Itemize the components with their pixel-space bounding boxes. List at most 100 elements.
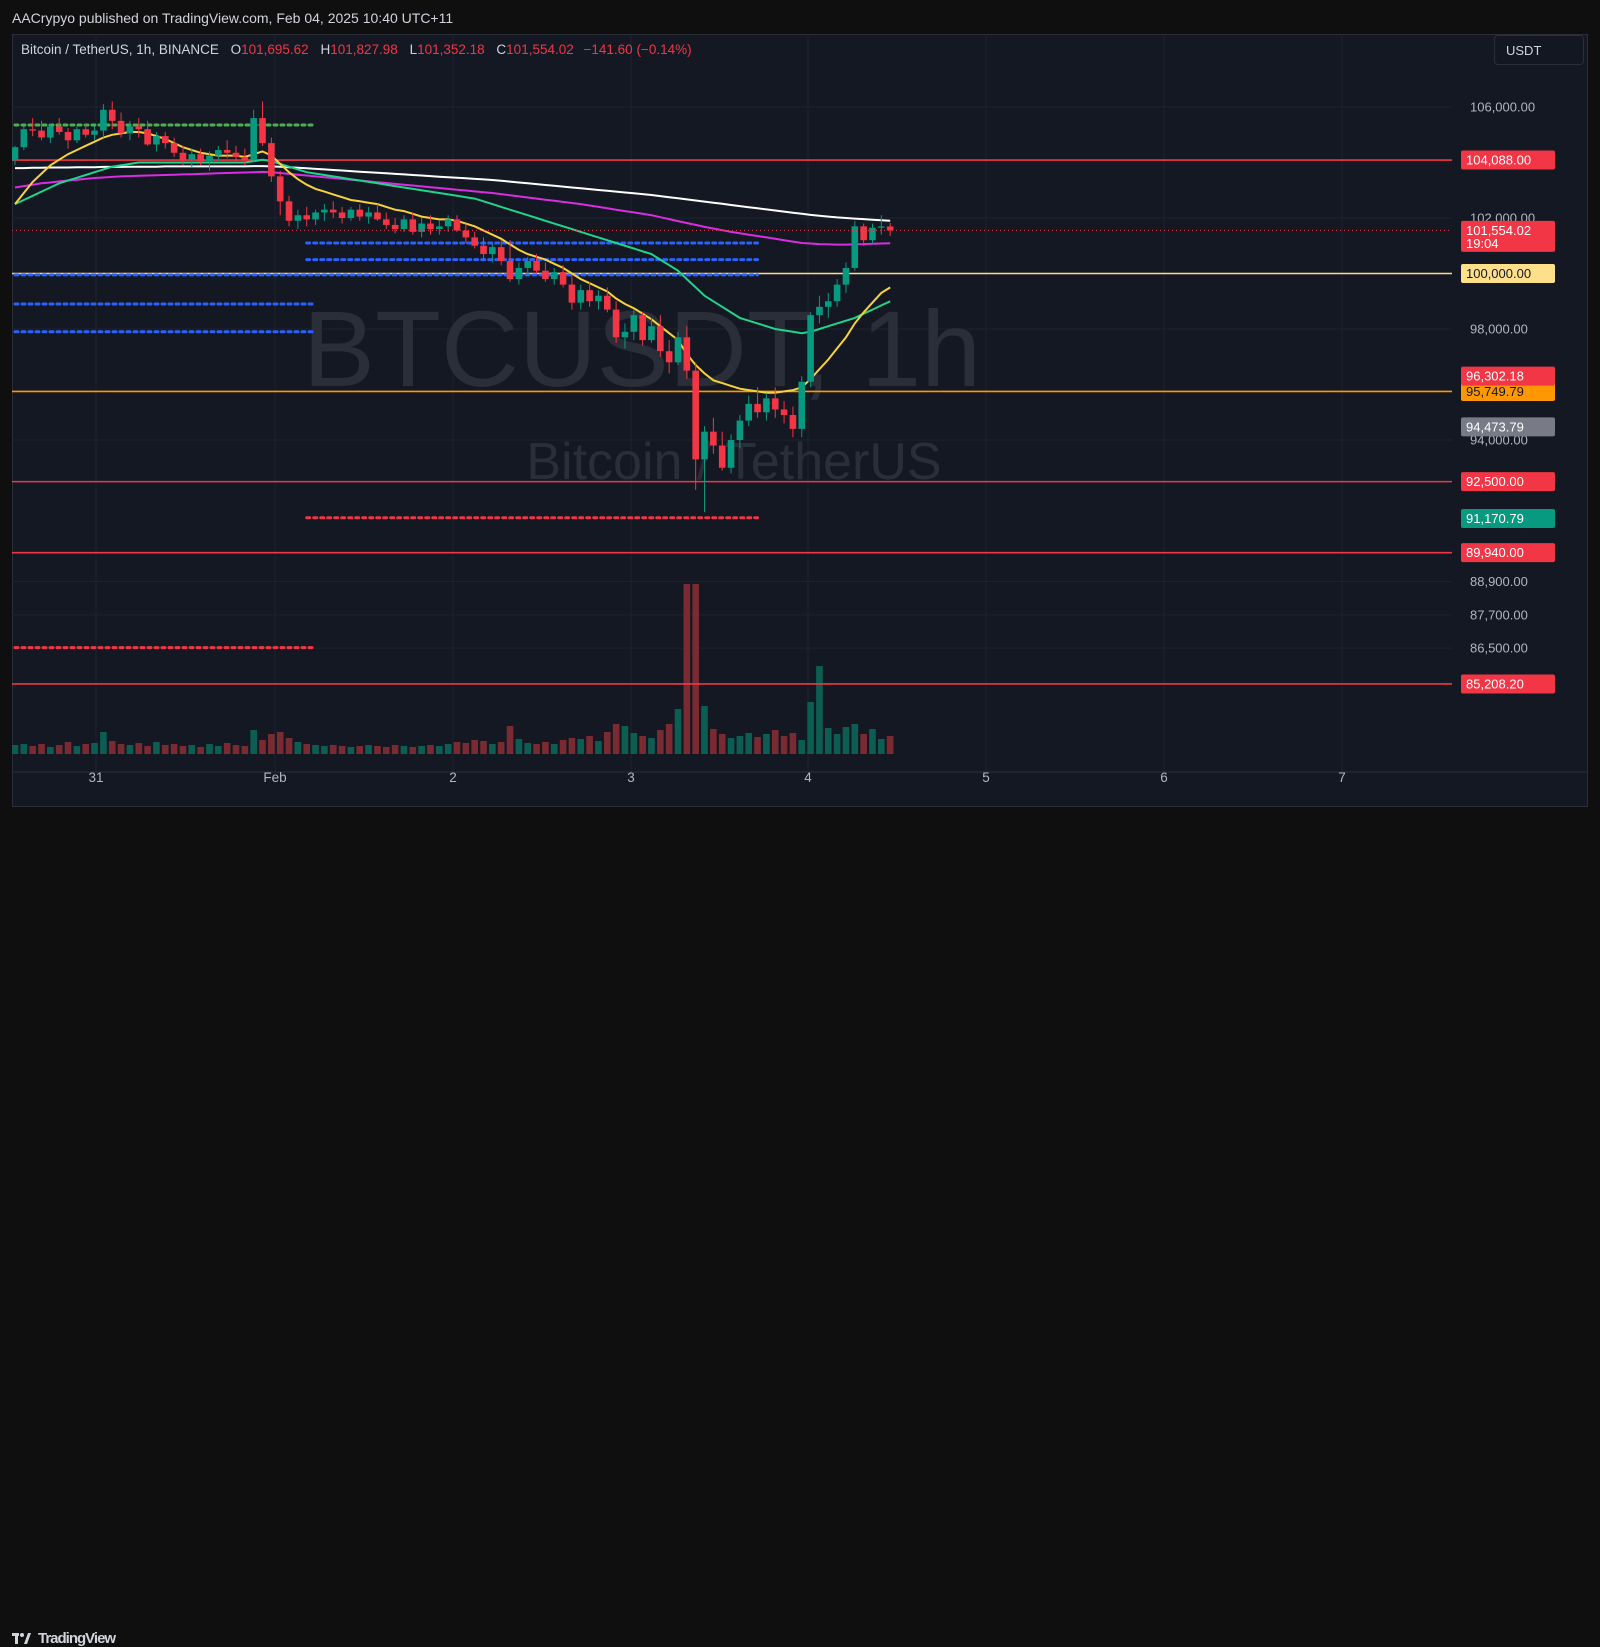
candle-body <box>665 351 673 363</box>
volume-bar <box>462 743 470 754</box>
candle-body <box>851 226 859 268</box>
candle <box>427 215 434 235</box>
candle <box>117 112 125 138</box>
candle-body <box>798 381 806 429</box>
candle-body <box>807 315 814 382</box>
candle-body <box>259 118 266 144</box>
volume-bar <box>329 745 337 754</box>
candle-body <box>179 152 187 160</box>
volume-bar <box>869 729 876 754</box>
candle-body <box>303 215 311 220</box>
candle <box>73 126 81 144</box>
level-price-tag-text: 89,940.00 <box>1466 545 1524 560</box>
candle-body <box>542 270 549 280</box>
volume-bar <box>135 743 143 754</box>
candle <box>603 287 611 313</box>
candle-body <box>462 230 470 238</box>
volume-bar <box>471 740 478 754</box>
symbol-title[interactable]: Bitcoin / TetherUS, 1h, BINANCE <box>21 42 219 57</box>
candle <box>506 240 514 282</box>
candle <box>436 220 443 235</box>
candle <box>692 362 699 490</box>
volume-bar <box>391 745 399 754</box>
volume-bar <box>436 746 443 754</box>
candle <box>347 206 355 221</box>
candle-body <box>47 126 54 138</box>
tradingview-brand: TradingView <box>38 1630 116 1647</box>
candle <box>559 265 567 288</box>
volume-bar <box>542 742 549 754</box>
volume-bar <box>100 732 107 754</box>
volume-bar <box>754 737 761 754</box>
candle <box>533 254 540 274</box>
level-price-tag: 85,208.20 <box>1461 674 1555 694</box>
price-tag-bg <box>1461 417 1555 437</box>
candle-body <box>197 154 204 162</box>
candle <box>683 326 691 379</box>
volume-bar <box>321 746 328 754</box>
volume-bar <box>683 584 691 754</box>
low-label: L <box>409 42 418 57</box>
volume-bar <box>55 745 63 754</box>
candle <box>480 237 487 260</box>
candle-body <box>586 290 593 302</box>
volume-bar <box>710 729 717 754</box>
currency-button[interactable]: USDT <box>1494 35 1584 65</box>
y-tick-label: 88,900.00 <box>1470 574 1528 589</box>
candle-body <box>869 227 876 241</box>
volume-bar <box>497 742 505 754</box>
candle-body <box>621 331 629 338</box>
publisher-text: AACrypyo published on TradingView.com, F… <box>12 10 454 26</box>
candle <box>197 148 204 166</box>
candle <box>206 151 213 171</box>
price-tag: 91,170.79 <box>1461 509 1555 529</box>
volume-bar <box>833 734 841 754</box>
volume-bar <box>400 746 408 754</box>
candle <box>878 215 885 235</box>
candle-body <box>736 420 744 440</box>
candle-body <box>329 209 337 213</box>
volume-bar <box>639 736 646 754</box>
candle-body <box>294 215 302 221</box>
y-tick-label: 98,000.00 <box>1470 322 1528 337</box>
candle-body <box>524 261 532 268</box>
candle <box>170 137 178 157</box>
candle-body <box>471 237 478 246</box>
level-price-tag-bg <box>1461 264 1555 283</box>
candle-body <box>144 129 151 145</box>
candle <box>824 292 832 318</box>
price-tag-text: 96,302.18 <box>1466 369 1524 384</box>
candle <box>47 123 54 144</box>
last-price-tag-text: 101,554.02 <box>1466 223 1531 238</box>
candle <box>851 220 859 271</box>
volume-bar <box>718 734 726 754</box>
candle-body <box>20 129 28 148</box>
candle-body <box>595 295 602 302</box>
candle <box>29 118 36 137</box>
level-price-tag-bg <box>1461 381 1555 401</box>
price-tag-bg <box>1461 509 1555 529</box>
candle <box>223 140 231 159</box>
volume-bar <box>480 741 487 754</box>
candle <box>842 262 850 293</box>
candle-body <box>480 245 487 255</box>
candle <box>321 204 328 221</box>
tradingview-logo[interactable]: TradingView <box>12 1630 116 1647</box>
change-value: −141.60 (−0.14%) <box>583 42 692 57</box>
candle-body <box>82 129 90 135</box>
candle <box>798 376 806 438</box>
level-price-tag-bg <box>1461 150 1555 170</box>
volume-bar <box>170 744 178 754</box>
candle-body <box>117 120 125 134</box>
volume-bar <box>82 744 90 754</box>
candle <box>374 204 381 221</box>
volume-bar <box>29 746 36 754</box>
candle <box>215 145 222 163</box>
volume-bar <box>771 730 779 754</box>
candle <box>736 415 744 449</box>
volume-bar <box>577 739 585 754</box>
volume-bar <box>294 742 302 754</box>
volume-bar <box>197 747 204 754</box>
candle <box>807 312 814 388</box>
